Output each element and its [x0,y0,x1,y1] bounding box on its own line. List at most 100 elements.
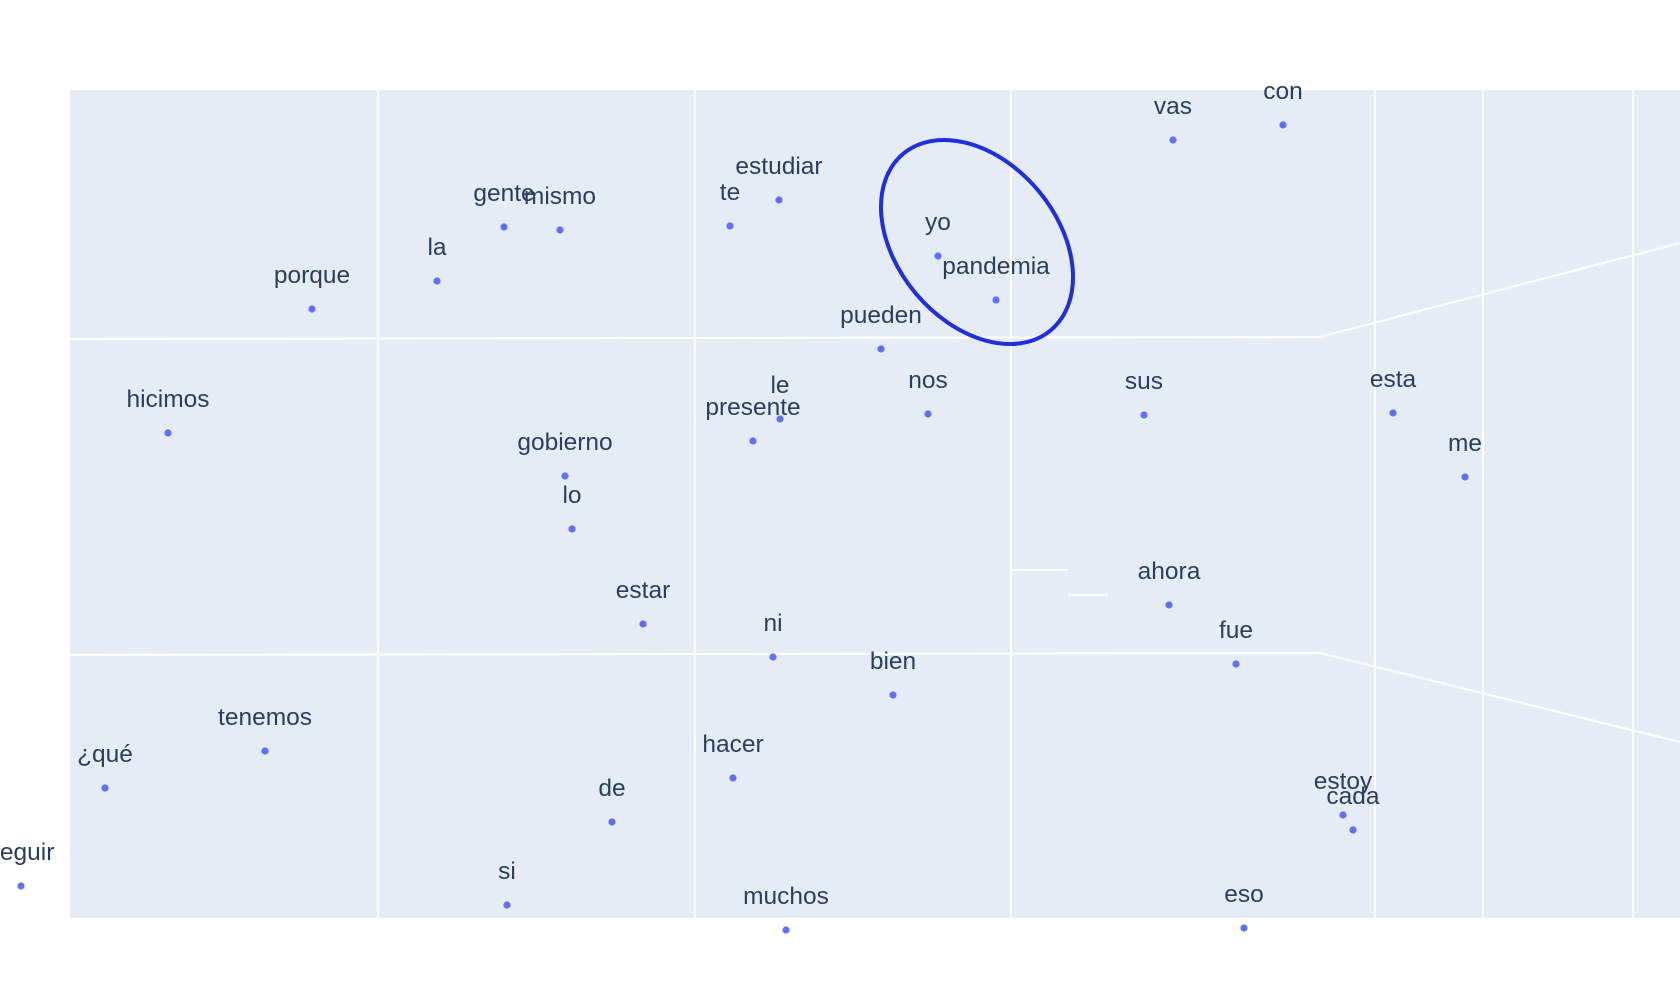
point-marker [608,818,616,826]
data-point: te [720,179,740,230]
point-label: esta [1370,366,1417,393]
point-label: la [427,234,446,261]
point-label: con [1263,78,1303,105]
highlight-ellipse [878,137,1076,347]
point-marker [1169,136,1177,144]
data-point: de [598,775,626,826]
point-label: mismo [524,183,596,210]
point-marker [877,345,885,353]
data-point: nos [908,367,948,418]
data-point: vas [1154,93,1192,144]
point-marker [1339,811,1347,819]
data-point: bien [870,648,916,699]
point-marker [1232,660,1240,668]
point-label: seguir [0,839,54,866]
data-point: si [498,858,516,909]
point-marker [776,415,784,423]
point-marker [556,226,564,234]
point-label: nos [908,367,948,394]
data-point: gobierno [517,429,613,480]
grid-lines [69,90,1680,918]
point-label: estoy [1314,768,1373,795]
point-marker [503,901,511,909]
data-point: mismo [524,183,596,234]
point-marker [568,525,576,533]
point-label: ahora [1138,558,1201,585]
data-point: estudiar [735,153,823,204]
point-marker [101,784,109,792]
point-label: sus [1125,368,1163,395]
point-label: lo [562,482,581,509]
point-label: fue [1219,617,1253,644]
data-point: esta [1370,366,1417,417]
point-marker [934,252,942,260]
point-label: le [770,372,789,399]
point-marker [782,926,790,934]
data-point: fue [1219,617,1253,668]
point-marker [729,774,737,782]
data-point: ¿qué [77,741,133,792]
point-marker [261,747,269,755]
data-point: estoy [1314,768,1373,819]
point-marker [1349,826,1357,834]
point-marker [1389,409,1397,417]
point-marker [992,296,1000,304]
point-label: estudiar [735,153,822,180]
point-marker [164,429,172,437]
data-point: seguir [0,839,54,890]
point-marker [308,305,316,313]
data-point: presente [705,394,801,445]
point-label: bien [870,648,916,675]
point-marker [775,196,783,204]
point-marker [924,410,932,418]
data-point: le [770,372,790,423]
point-marker [1140,411,1148,419]
point-label: porque [274,262,350,289]
grid-line-horizontal [69,242,1680,340]
data-point: con [1263,78,1303,129]
data-point: porque [274,262,350,313]
data-point: hacer [702,731,764,782]
point-label: de [598,775,625,802]
point-marker [1240,924,1248,932]
point-label: pueden [840,302,922,329]
data-point: pandemia [942,253,1050,304]
point-marker [749,437,757,445]
data-point: ni [763,610,783,661]
point-marker [726,222,734,230]
point-marker [500,223,508,231]
point-marker [1165,601,1173,609]
point-label: yo [925,209,951,236]
point-marker [433,277,441,285]
data-point: lo [562,482,582,533]
point-marker [561,472,569,480]
grid-line-horizontal [69,651,1680,743]
point-label: presente [705,394,800,421]
point-label: gente [473,180,534,207]
point-marker [889,691,897,699]
data-point: tenemos [218,704,312,755]
point-label: ¿qué [77,741,133,768]
point-label: muchos [743,883,829,910]
point-label: si [498,858,516,885]
point-label: vas [1154,93,1192,120]
data-point: gente [473,180,535,231]
point-label: cada [1326,783,1380,810]
data-point: muchos [743,883,829,934]
plot-background [70,90,1680,918]
point-marker [1279,121,1287,129]
data-point: estar [616,577,670,628]
point-label: estar [616,577,670,604]
data-point: sus [1125,368,1163,419]
data-point: pueden [840,302,922,353]
point-label: me [1448,430,1482,457]
point-label: eso [1224,881,1264,908]
data-point: me [1448,430,1482,481]
point-label: gobierno [517,429,612,456]
data-point: cada [1326,783,1380,834]
point-marker [639,620,647,628]
point-marker [769,653,777,661]
data-point: hicimos [126,386,210,437]
